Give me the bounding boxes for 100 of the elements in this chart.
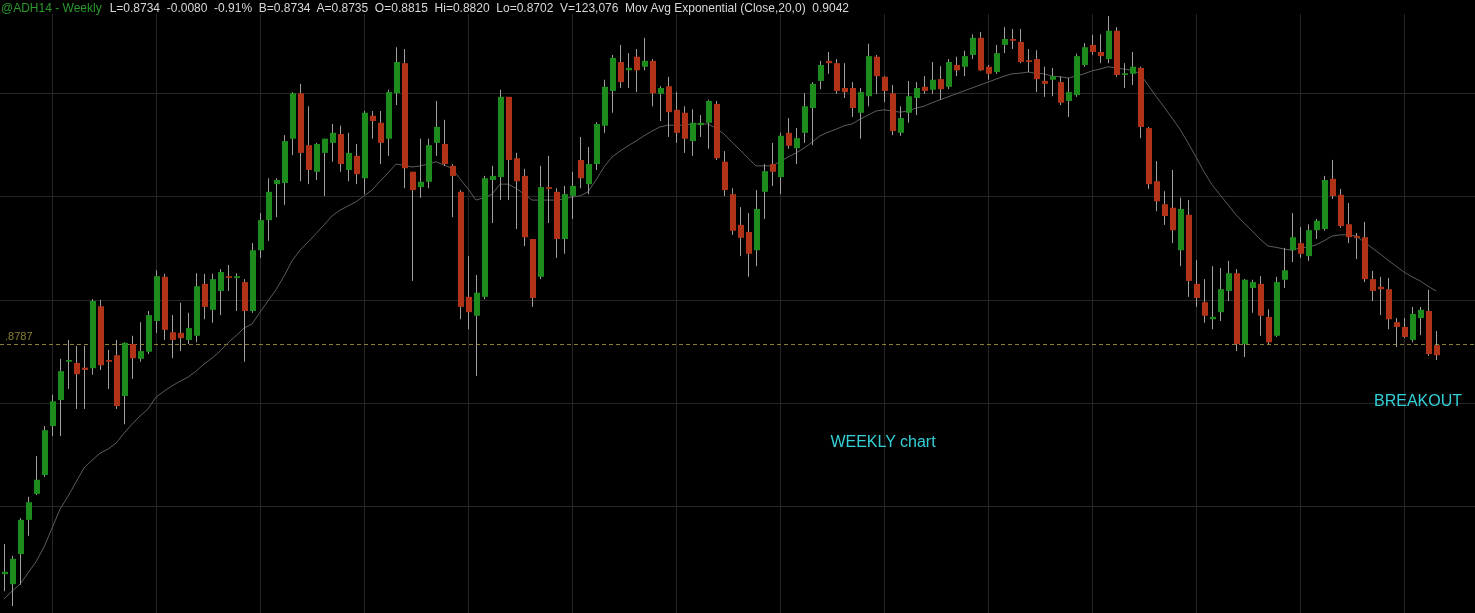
- candlestick: [274, 177, 280, 218]
- candlestick: [746, 212, 752, 278]
- candlestick: [474, 274, 480, 377]
- candlestick: [1290, 212, 1296, 263]
- candlestick: [1394, 317, 1400, 348]
- candlestick: [442, 119, 448, 167]
- candlestick: [34, 455, 40, 496]
- candlestick: [1098, 33, 1104, 64]
- candlestick: [370, 110, 376, 140]
- candlestick: [330, 123, 336, 163]
- candlestick: [410, 171, 416, 282]
- candlestick: [130, 335, 136, 380]
- candlestick: [858, 87, 864, 140]
- candlestick: [1314, 218, 1320, 240]
- candlestick: [466, 255, 472, 330]
- candlestick: [770, 142, 776, 187]
- candlestick: [818, 60, 824, 90]
- candlestick: [1026, 48, 1032, 73]
- candlestick: [1282, 247, 1288, 289]
- candlestick: [954, 56, 960, 77]
- candlestick: [706, 99, 712, 150]
- candlestick: [218, 268, 224, 316]
- candlestick: [490, 165, 496, 224]
- candlestick: [322, 138, 328, 197]
- candlestick: [618, 44, 624, 89]
- candlestick: [226, 264, 232, 292]
- candlestick: [138, 321, 144, 363]
- candlestick: [434, 100, 440, 157]
- candlestick: [1010, 28, 1016, 50]
- candlestick: [874, 54, 880, 95]
- candlestick: [1250, 279, 1256, 314]
- candlestick: [106, 349, 112, 390]
- candlestick: [794, 127, 800, 165]
- candlestick: [1370, 270, 1376, 302]
- chart-subtitle: L=0.8734 -0.0080 -0.91% B=0.8734 A=0.8735 O=0.8815 Hi=0.8820 Lo=0.8702 V=123,076 Mov Avg Exponential (Close,20,0) 0.9042: [109, 1, 849, 15]
- candlestick: [690, 108, 696, 157]
- candlestick: [850, 81, 856, 118]
- candlestick: [1354, 232, 1360, 260]
- candlestick: [1090, 34, 1096, 56]
- candlestick: [1066, 77, 1072, 118]
- candlestick: [1218, 267, 1224, 322]
- candlestick: [842, 62, 848, 99]
- candlestick: [570, 171, 576, 220]
- annotation: WEEKLY chart: [830, 433, 937, 451]
- candlestick: [354, 143, 360, 185]
- candlestick: [634, 48, 640, 93]
- candlestick: [642, 37, 648, 71]
- candlestick: [1050, 67, 1056, 97]
- candlestick: [546, 155, 552, 224]
- candlestick: [450, 163, 456, 218]
- candlestick: [378, 110, 384, 165]
- candlestick: [1298, 226, 1304, 259]
- candlestick: [1042, 66, 1048, 98]
- candlestick: [178, 302, 184, 352]
- candlestick: [346, 132, 352, 182]
- candlestick: [1154, 160, 1160, 212]
- candlestick: [786, 117, 792, 150]
- candlestick: [66, 339, 72, 390]
- candlestick: [1082, 42, 1088, 68]
- candlestick: [418, 138, 424, 199]
- annotation: .8787: [5, 330, 33, 343]
- candlestick: [514, 152, 520, 230]
- candlestick: [1434, 330, 1440, 361]
- candlestick: [1418, 306, 1424, 336]
- candlestick: [1226, 260, 1232, 302]
- candlestick: [738, 206, 744, 257]
- candlestick: [1058, 75, 1064, 106]
- candlestick: [234, 272, 240, 312]
- candlestick: [1346, 202, 1352, 244]
- candlestick: [170, 314, 176, 359]
- candlestick: [1194, 259, 1200, 308]
- candlestick: [962, 50, 968, 77]
- candlestick: [882, 75, 888, 103]
- candlestick: [586, 146, 592, 195]
- candlestick: [1034, 49, 1040, 93]
- candlestick: [914, 81, 920, 116]
- candlestick: [906, 80, 912, 124]
- candlestick: [1002, 26, 1008, 54]
- candlestick: [938, 65, 944, 101]
- candlestick: [1122, 62, 1128, 89]
- candlestick: [930, 61, 936, 95]
- candlestick: [1402, 317, 1408, 339]
- chart-title: @ADH14 - Weekly: [1, 1, 102, 15]
- annotation: BREAKOUT: [1373, 392, 1463, 410]
- candlestick: [970, 33, 976, 60]
- candlestick: [658, 85, 664, 122]
- candlestick: [898, 105, 904, 137]
- candlestick: [762, 163, 768, 220]
- candlestick: [994, 44, 1000, 75]
- candlestick: [674, 91, 680, 144]
- candlestick: [1162, 190, 1168, 226]
- candlestick: [1018, 28, 1024, 64]
- candlestick: [186, 312, 192, 345]
- candlestick: [578, 136, 584, 189]
- candlestick: [1202, 278, 1208, 324]
- candlestick: [74, 345, 80, 410]
- candlestick: [1330, 159, 1336, 200]
- candlestick: [1170, 169, 1176, 244]
- candlestick: [1130, 51, 1136, 86]
- candlestick: [26, 496, 32, 537]
